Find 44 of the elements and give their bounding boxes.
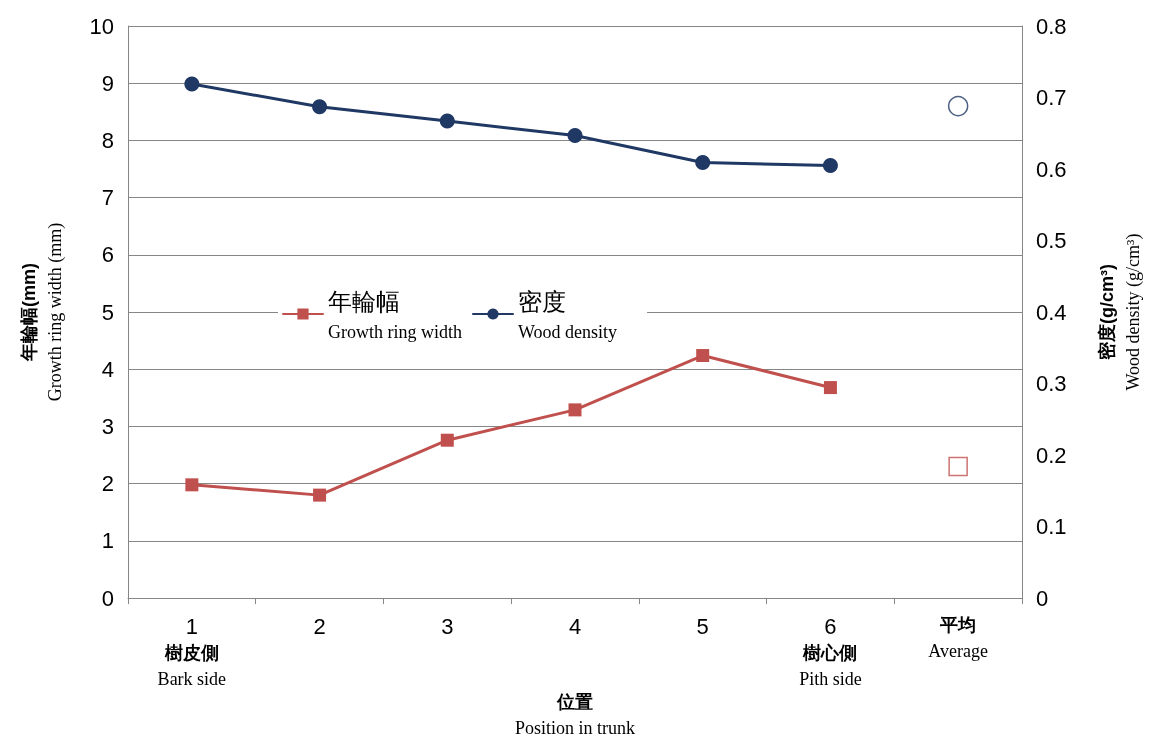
x-tick-label: 4 bbox=[568, 613, 582, 639]
legend-label: 密度 Wood density bbox=[517, 287, 618, 342]
point bbox=[695, 155, 711, 171]
y-tick-label: 10 bbox=[89, 13, 114, 39]
y-tick-label: 6 bbox=[101, 242, 114, 268]
y-tick-label: 7 bbox=[101, 185, 114, 211]
point bbox=[822, 157, 838, 173]
point bbox=[567, 127, 583, 143]
y2-tick-label: 0.1 bbox=[1036, 514, 1067, 540]
y-tick-label: 8 bbox=[101, 127, 114, 153]
y-axis-title: 年輪幅(mm) Growth ring width (mm) bbox=[19, 222, 66, 402]
x-tick-label: 2 bbox=[313, 613, 326, 639]
y2-tick-label: 0 bbox=[1036, 585, 1049, 611]
x-tick-label: 1 樹皮側 Bark side bbox=[157, 613, 227, 690]
y2-tick-label: 0.3 bbox=[1036, 371, 1067, 397]
point bbox=[185, 478, 199, 492]
y2-tick-label: 0.5 bbox=[1036, 228, 1067, 254]
x-tick-label: 3 bbox=[441, 613, 454, 639]
y-tick-label: 4 bbox=[101, 356, 114, 382]
point bbox=[439, 113, 455, 129]
x-tick-label: 6 樹心側 Pith side bbox=[799, 613, 862, 690]
legend-label: 年輪幅 Growth ring width bbox=[328, 287, 462, 342]
x-tick-label: 5 bbox=[696, 613, 709, 639]
y-tick-label: 1 bbox=[101, 528, 114, 554]
y-tick-label: 5 bbox=[101, 299, 114, 325]
point bbox=[823, 381, 837, 395]
y-tick-label: 9 bbox=[101, 70, 114, 96]
x-tick-label: 平均 Average bbox=[928, 615, 988, 662]
point bbox=[440, 433, 454, 447]
y2-tick-label: 0.7 bbox=[1036, 85, 1067, 111]
y-tick-label: 0 bbox=[101, 585, 114, 611]
y2-tick-label: 0.2 bbox=[1036, 442, 1067, 468]
point bbox=[313, 488, 327, 502]
y2-tick-label: 0.4 bbox=[1036, 299, 1067, 325]
point bbox=[696, 349, 710, 363]
y-tick-label: 3 bbox=[101, 413, 114, 439]
x-axis-title: 位置 Position in trunk bbox=[514, 692, 636, 738]
y2-tick-label: 0.6 bbox=[1036, 156, 1067, 182]
point bbox=[184, 76, 200, 92]
y-tick-label: 2 bbox=[101, 471, 114, 497]
point bbox=[312, 99, 328, 115]
point bbox=[568, 403, 582, 417]
y2-tick-label: 0.8 bbox=[1036, 13, 1067, 39]
y2-axis-title: 密度(g/cm³) Wood density (g/cm³) bbox=[1097, 233, 1144, 391]
